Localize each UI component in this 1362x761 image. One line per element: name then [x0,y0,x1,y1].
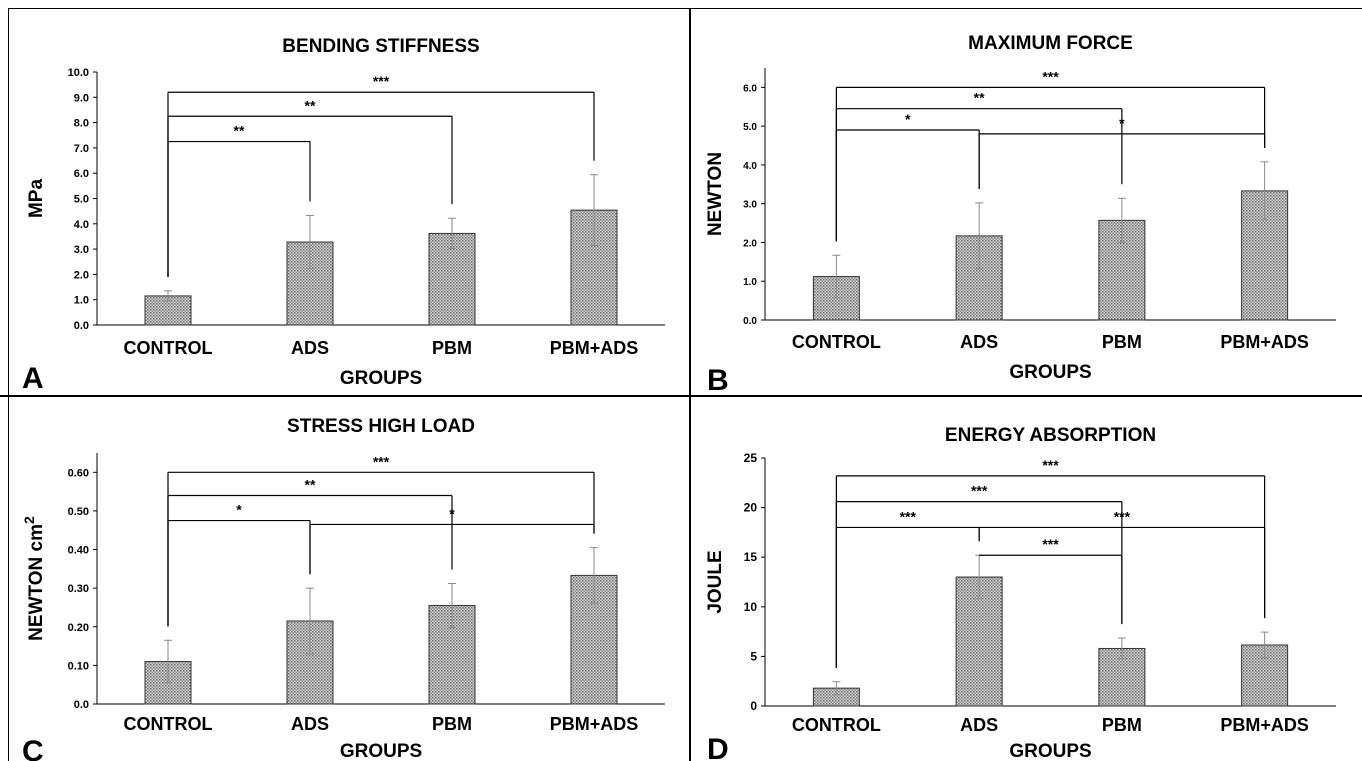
x-category-label: PBM [432,338,472,358]
y-axis-label: NEWTON [705,152,726,236]
y-tick-label: 0.50 [68,506,89,518]
significance-label: *** [1114,508,1131,524]
chart-title: MAXIMUM FORCE [968,33,1133,54]
x-category-label: CONTROL [124,714,213,734]
panel-letter: C [22,735,44,761]
y-axis-label: MPa [26,179,47,219]
y-tick-label: 6.0 [743,83,757,94]
y-tick-label: 1.0 [743,277,757,288]
y-tick-label: 20 [744,501,758,515]
x-axis-label: GROUPS [340,368,422,389]
x-category-label: PBM [432,714,472,734]
x-category-label: PBM [1102,715,1142,735]
significance-label: ** [974,90,985,106]
y-tick-label: 9.0 [74,92,89,104]
chart-title: STRESS HIGH LOAD [287,416,475,437]
y-tick-label: 0 [750,699,757,713]
y-tick-label: 25 [744,451,758,465]
y-tick-label: 5.0 [74,194,89,206]
panel-letter: A [22,362,44,395]
significance-label: *** [373,453,390,469]
y-tick-label: 0.0 [743,316,757,327]
chart-maximum-force: MAXIMUM FORCE 0.0 1.0 2.0 3.0 4.0 5.0 6.0 NEWTON… [705,33,1336,395]
x-category-label: CONTROL [792,332,881,352]
y-tick-label: 10.0 [68,67,89,79]
panel-divider-horizontal [0,395,1362,397]
y-tick-label: 0.0 [74,699,89,711]
y-tick-label: 0.10 [68,660,89,672]
y-tick-label: 0.40 [68,545,89,557]
x-axis-label: GROUPS [1009,362,1091,383]
y-tick-label: 2.0 [74,269,89,281]
y-tick-label: 3.0 [743,200,757,211]
x-category-label: PBM [1102,332,1142,352]
x-category-label: PBM+ADS [1220,715,1309,735]
y-tick-label: 0.60 [68,467,89,479]
significance-label: *** [373,73,390,89]
y-tick-label: 5 [750,649,757,663]
significance-label: ** [305,476,316,492]
x-axis-label: GROUPS [1009,741,1091,761]
chart-bending-stiffness: BENDING STIFFNESS 0.0 1.0 2.0 3.0 4.0 5.0 6.0 7.… [22,36,665,395]
y-tick-label: 15 [744,550,758,564]
significance-label: * [1119,115,1125,131]
y-tick-label: 1.0 [74,295,89,307]
significance-label: * [905,111,911,127]
panel-letter: D [707,733,729,761]
significance-label: *** [971,483,988,499]
y-tick-label: 4.0 [74,219,89,231]
significance-label: *** [1042,457,1059,473]
x-category-label: CONTROL [792,715,881,735]
x-axis-label: GROUPS [340,741,422,761]
y-tick-label: 3.0 [74,244,89,256]
x-category-label: ADS [960,715,998,735]
x-category-label: CONTROL [124,338,213,358]
significance-label: *** [900,508,917,524]
panel-divider-vertical [689,8,691,761]
x-category-label: PBM+ADS [550,714,639,734]
chart-title: BENDING STIFFNESS [282,36,479,57]
y-tick-label: 0.0 [74,320,89,332]
y-tick-label: 7.0 [74,143,89,155]
significance-label: *** [1042,536,1059,552]
chart-stress-high-load: STRESS HIGH LOAD 0.0 0.10 0.20 0.30 0.40 0.50 0… [21,416,665,761]
x-category-label: ADS [960,332,998,352]
significance-label: * [236,502,242,518]
significance-label: ** [234,123,245,139]
x-category-label: ADS [291,714,329,734]
x-category-label: PBM+ADS [550,338,639,358]
y-tick-label: 0.20 [68,622,89,634]
y-tick-label: 0.30 [68,583,89,595]
x-category-label: PBM+ADS [1220,332,1309,352]
chart-title: ENERGY ABSORPTION [945,425,1156,446]
y-tick-label: 4.0 [743,161,757,172]
y-axis-label: JOULE [705,550,726,613]
significance-label: *** [1042,68,1059,84]
chart-energy-absorption: ENERGY ABSORPTION 0 5 10 15 20 25 JOULE CONTROL A… [705,425,1336,761]
y-tick-label: 5.0 [743,122,757,133]
y-tick-label: 8.0 [74,118,89,130]
significance-label: ** [305,97,316,113]
y-axis-label: NEWTON cm2 [21,516,47,641]
y-tick-label: 10 [744,600,758,614]
significance-label: * [449,505,455,521]
frame-left-border [8,8,9,761]
x-category-label: ADS [291,338,329,358]
y-axis-label-superscript: 2 [21,516,37,524]
y-tick-label: 2.0 [743,238,757,249]
panel-letter: B [707,364,729,395]
frame-top-border [8,8,1362,9]
y-tick-label: 6.0 [74,168,89,180]
